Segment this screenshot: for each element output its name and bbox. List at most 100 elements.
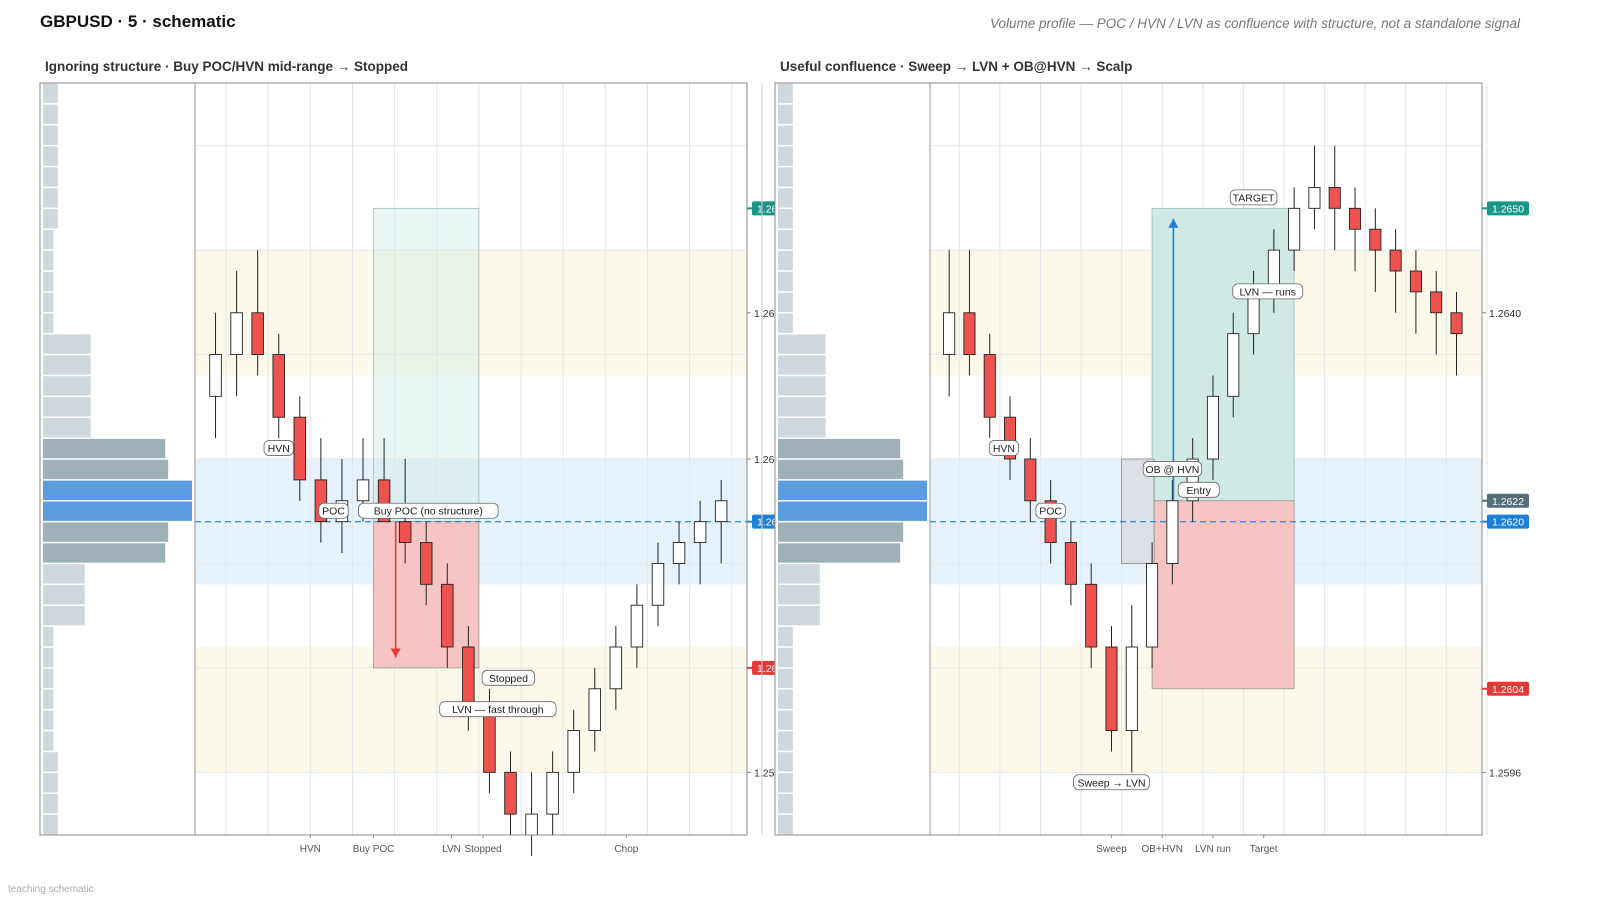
volume-profile-bar [43,146,58,166]
candle-body [398,521,412,544]
volume-profile-bar [778,543,901,563]
candle [714,479,728,564]
volume-profile-bar [778,793,793,814]
price-badge-label: 1.2604 [1492,684,1524,696]
page-subtitle: Volume profile — POC / HVN / LVN as conf… [989,16,1520,31]
volume-profile-bar [778,376,826,396]
volume-profile-bar [43,188,58,208]
candle [588,667,602,752]
candle [1328,145,1341,251]
volume-profile-bar [778,209,793,229]
volume-profile-bar [778,188,793,208]
volume-profile-bar [778,731,793,751]
candle-body [1430,291,1443,314]
volume-profile-bar [778,229,793,250]
volume-profile-bar [778,125,793,145]
annotation: Stopped [481,669,536,686]
candle-body [1186,458,1199,502]
candle-body [1227,333,1240,397]
annotation-label: HVN [993,443,1015,455]
candle-body [1389,249,1402,272]
candle [1308,145,1321,230]
volume-profile-bar [778,814,793,835]
candle [963,250,976,376]
volume-profile-bar [43,814,58,835]
annotation-box [1073,774,1150,791]
plot-frame [774,82,1483,836]
volume-profile-bar [43,605,85,626]
volume-profile-bar [778,626,793,647]
candle [1146,542,1159,668]
candle-body [209,354,222,397]
annotation-label: Sweep → LVN [1077,777,1145,789]
candle [693,500,707,585]
annotation: HVN [263,440,294,456]
volume-profile-bar [43,83,58,104]
volume-profile-bar [778,773,793,793]
volume-profile-bar [43,564,85,584]
candle-body [1450,312,1463,335]
candle [1064,521,1077,606]
candle [1186,438,1199,522]
annotation-label: LVN — runs [1240,286,1296,298]
volume-profile-bar [778,438,901,459]
annotation-box [1229,189,1278,206]
volume-profile-bar [43,292,54,313]
candle-body [693,521,707,544]
volume-profile-bar [778,501,927,521]
candle [1024,438,1037,522]
candle-body [672,542,686,564]
candle-body [251,312,264,356]
volume-profile-bar [43,480,192,501]
annotation-label: TARGET [1233,192,1275,204]
candle-body [272,354,285,418]
candle [1105,626,1118,752]
volume-profile-bar [43,689,54,709]
candle [419,521,433,606]
volume-profile-bar [778,668,793,689]
candle [1450,291,1463,376]
annotation-label: POC [1039,506,1062,518]
price-tick-label: 1.2640 [1489,308,1521,320]
volume-profile-bar [778,334,826,354]
volume-profile-bar [43,167,58,187]
candle [209,312,222,439]
candle [272,333,285,439]
candle-body [609,646,623,690]
volume-profile-bar [778,459,904,480]
volume-profile-bar [778,83,793,104]
candle [441,563,454,668]
candle-body [314,479,328,523]
volume-profile-bar [43,626,54,647]
candle-body [1166,500,1179,564]
candle [672,521,686,585]
price-tick-label: 1.2596 [1489,767,1521,779]
annotation-box [358,502,499,519]
volume-profile-bar [43,793,58,814]
volume-profile-bar [43,773,58,793]
x-tick-label: Stopped [464,844,501,855]
x-tick-label: Target [1250,844,1278,855]
candle-body [441,583,454,648]
volume-profile-bar [43,355,91,375]
volume-profile-bar [43,710,54,730]
annotation: OB @ HVN [1142,461,1202,477]
candle-body [483,709,496,773]
candle-body [630,604,644,648]
candle-body [963,312,976,356]
annotation: Sweep → LVN [1073,774,1150,791]
price-badge-box [1487,681,1529,696]
x-tick-label: Chop [614,844,638,855]
candle-body [546,771,559,815]
annotation: LVN — fast through [439,701,557,718]
candle-body [419,542,433,585]
volume-profile-bar [778,689,793,709]
volume-profile-bar [43,501,192,521]
candle-body [714,500,728,523]
volume-profile-bar [43,229,54,250]
candle [546,751,559,835]
trade-arrow-head [1168,218,1179,228]
candle [651,542,665,627]
candle-body [1146,562,1159,648]
volume-profile-bar [778,417,826,438]
